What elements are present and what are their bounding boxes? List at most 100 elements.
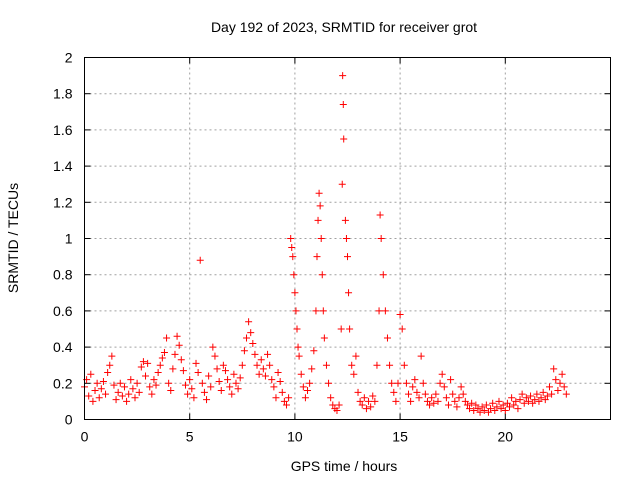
- data-point: [478, 403, 486, 411]
- data-point: [381, 307, 389, 315]
- data-point: [352, 352, 360, 360]
- data-point: [461, 397, 469, 405]
- data-point: [320, 334, 328, 342]
- data-point: [259, 365, 267, 373]
- data-point: [181, 381, 189, 389]
- data-point: [375, 307, 383, 315]
- data-point: [396, 311, 404, 319]
- data-point: [234, 385, 242, 393]
- data-point: [276, 377, 284, 385]
- data-point: [91, 387, 99, 395]
- data-point: [207, 383, 215, 391]
- data-point: [358, 401, 366, 409]
- data-point: [87, 370, 95, 378]
- data-point: [552, 376, 560, 384]
- data-point: [518, 390, 526, 398]
- data-point: [510, 401, 518, 409]
- data-point: [436, 379, 444, 387]
- data-point: [194, 368, 202, 376]
- data-point: [110, 381, 118, 389]
- data-point: [339, 72, 347, 80]
- data-point: [127, 376, 135, 384]
- data-point: [449, 390, 457, 398]
- y-tick-label: 1.6: [53, 122, 73, 138]
- y-axis-title: SRMTID / TECUs: [5, 183, 21, 293]
- data-point: [230, 370, 238, 378]
- data-point: [125, 390, 133, 398]
- data-point: [508, 394, 516, 402]
- data-point: [419, 379, 427, 387]
- data-point: [313, 253, 321, 261]
- data-point: [221, 367, 229, 375]
- data-point: [514, 405, 522, 413]
- data-point: [184, 390, 192, 398]
- data-point: [116, 379, 124, 387]
- data-point: [457, 383, 465, 391]
- data-point: [428, 394, 436, 402]
- data-point: [196, 256, 204, 264]
- data-point: [173, 332, 181, 340]
- data-point: [329, 401, 337, 409]
- y-tick-label: 1.2: [53, 194, 73, 210]
- data-point: [554, 387, 562, 395]
- data-point: [413, 388, 421, 396]
- data-point: [543, 392, 551, 400]
- data-point: [228, 390, 236, 398]
- data-point: [459, 390, 467, 398]
- data-point: [219, 361, 227, 369]
- data-point: [344, 253, 351, 261]
- data-point: [211, 352, 219, 360]
- data-markers: [81, 72, 570, 416]
- data-point: [417, 352, 425, 360]
- data-point: [224, 376, 232, 384]
- data-point: [308, 365, 316, 373]
- data-point: [104, 368, 112, 376]
- data-point: [354, 388, 362, 396]
- data-point: [346, 325, 354, 333]
- data-point: [264, 350, 272, 358]
- data-point: [398, 325, 406, 333]
- data-point: [325, 379, 333, 387]
- data-point: [120, 383, 128, 391]
- data-point: [99, 377, 107, 385]
- data-point: [405, 390, 413, 398]
- x-tick-label: 0: [81, 429, 89, 445]
- x-axis-title: GPS time / hours: [291, 458, 398, 474]
- data-point: [315, 189, 323, 197]
- chart-title: Day 192 of 2023, SRMTID for receiver gro…: [211, 19, 477, 35]
- data-point: [146, 383, 154, 391]
- data-point: [548, 390, 556, 398]
- data-point: [512, 397, 520, 405]
- data-point: [444, 401, 452, 409]
- data-point: [447, 376, 455, 384]
- data-point: [213, 365, 221, 373]
- data-point: [317, 235, 325, 242]
- data-point: [421, 390, 429, 398]
- y-tick-label: 1.4: [53, 158, 73, 174]
- data-point: [367, 403, 375, 411]
- data-point: [402, 379, 410, 387]
- data-point: [295, 352, 303, 360]
- data-point: [297, 370, 305, 378]
- data-point: [209, 343, 217, 351]
- data-point: [257, 356, 265, 364]
- data-point: [415, 394, 423, 402]
- data-point: [129, 385, 137, 393]
- data-point: [192, 359, 200, 367]
- data-point: [306, 379, 314, 387]
- data-point: [506, 403, 514, 411]
- data-point: [150, 376, 158, 384]
- data-point: [322, 361, 330, 369]
- data-point: [139, 358, 147, 366]
- data-point: [198, 379, 206, 387]
- data-point: [499, 401, 507, 409]
- data-point: [186, 376, 194, 384]
- data-point: [468, 399, 476, 407]
- data-point: [118, 392, 126, 400]
- data-point: [188, 385, 196, 393]
- data-point: [238, 361, 246, 369]
- data-point: [426, 401, 434, 409]
- data-point: [152, 381, 160, 389]
- data-point: [440, 383, 448, 391]
